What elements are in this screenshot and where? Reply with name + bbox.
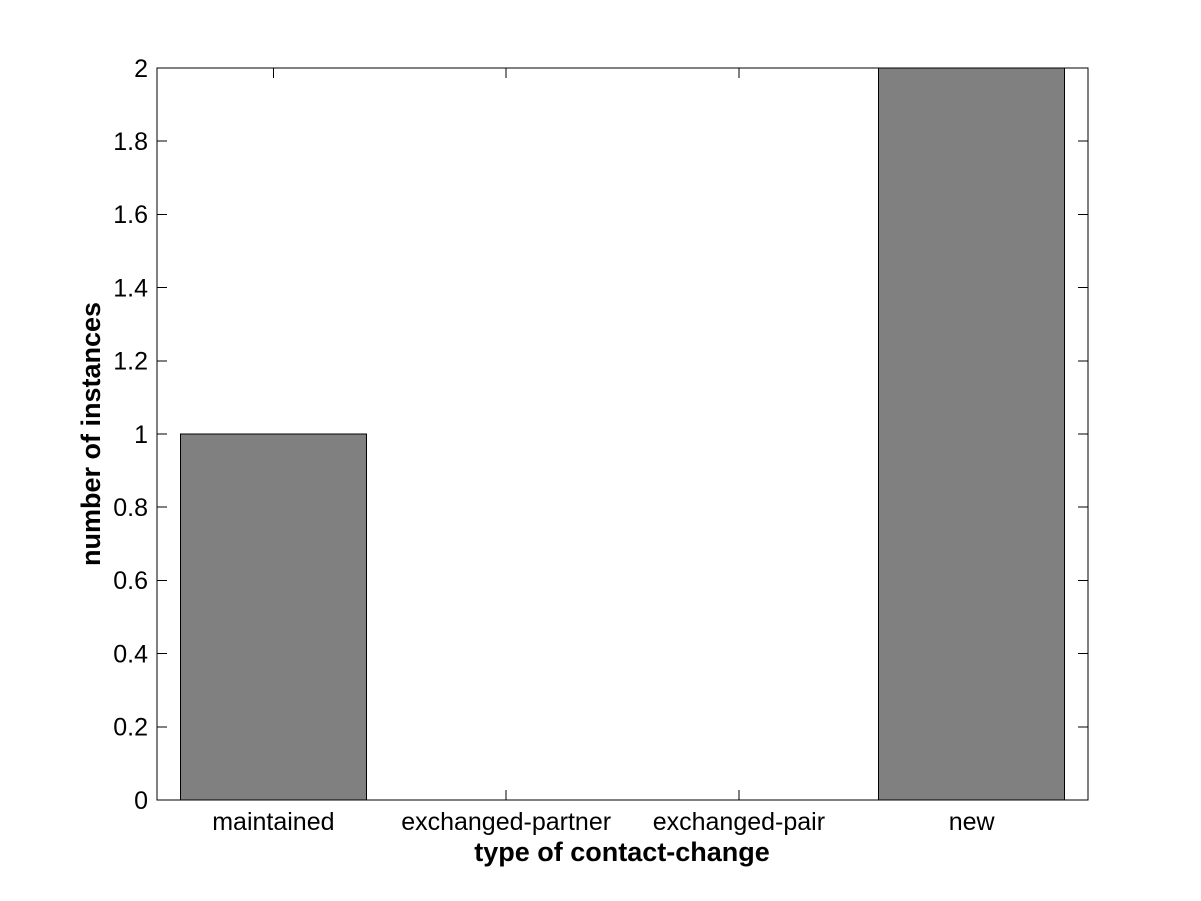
x-tick-label: exchanged-pair: [653, 808, 825, 836]
y-tick-label: 0.4: [113, 640, 148, 668]
y-tick-label: 0.6: [113, 567, 148, 595]
y-tick-label: 1.2: [113, 348, 148, 376]
y-tick-label: 1.8: [113, 128, 148, 156]
y-tick-label: 0.8: [113, 494, 148, 522]
y-axis-label: number of instances: [76, 302, 106, 566]
y-tick-label: 1.6: [113, 201, 148, 229]
x-tick-label: maintained: [212, 808, 334, 836]
y-tick-label: 0: [134, 787, 148, 815]
x-tick-label: exchanged-partner: [401, 808, 611, 836]
y-tick-label: 0.2: [113, 714, 148, 742]
x-tick-label: new: [949, 808, 996, 836]
x-axis-label: type of contact-change: [474, 837, 770, 867]
bar-new: [878, 67, 1066, 801]
y-tick-label: 1.4: [113, 274, 148, 302]
y-tick-label: 1: [134, 421, 148, 449]
bar-maintained: [179, 433, 367, 801]
y-tick-label: 2: [134, 55, 148, 83]
